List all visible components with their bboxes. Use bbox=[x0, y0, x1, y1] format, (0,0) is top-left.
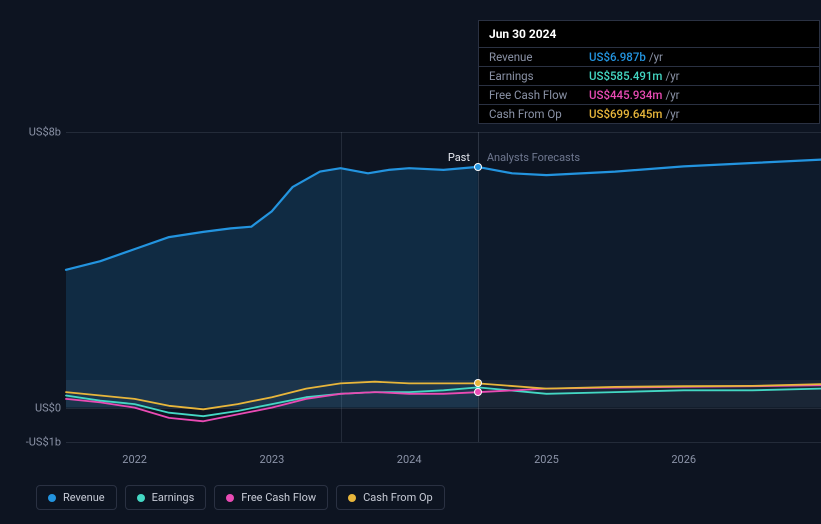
tooltip-metric-value: US$6.987b bbox=[589, 49, 646, 65]
gridline bbox=[66, 442, 821, 443]
tooltip-metric-label: Revenue bbox=[489, 49, 589, 65]
legend-swatch bbox=[226, 494, 234, 502]
legend-item-free-cash-flow[interactable]: Free Cash Flow bbox=[214, 485, 328, 510]
hover-marker-revenue bbox=[474, 163, 482, 171]
tooltip-metric-label: Earnings bbox=[489, 68, 589, 84]
tooltip-metric-unit: /yr bbox=[665, 106, 679, 122]
x-axis-label: 2026 bbox=[671, 453, 696, 466]
x-axis-label: 2024 bbox=[397, 453, 422, 466]
y-axis-label: -US$1b bbox=[26, 436, 61, 449]
tooltip-row: EarningsUS$585.491m/yr bbox=[479, 67, 819, 86]
legend-label: Earnings bbox=[152, 491, 195, 504]
tooltip-row: Cash From OpUS$699.645m/yr bbox=[479, 105, 819, 123]
chart-lines bbox=[66, 132, 821, 442]
legend-swatch bbox=[348, 494, 356, 502]
legend-swatch bbox=[137, 494, 145, 502]
chart-legend: Revenue Earnings Free Cash Flow Cash From O… bbox=[36, 485, 445, 510]
hover-tooltip: Jun 30 2024 RevenueUS$6.987b/yrEarningsU… bbox=[478, 20, 820, 124]
tooltip-metric-label: Free Cash Flow bbox=[489, 87, 589, 103]
tooltip-date: Jun 30 2024 bbox=[479, 21, 819, 48]
tooltip-metric-value: US$585.491m bbox=[589, 68, 662, 84]
tooltip-metric-value: US$699.645m bbox=[589, 106, 662, 122]
tooltip-metric-unit: /yr bbox=[665, 87, 679, 103]
legend-item-cash-from-op[interactable]: Cash From Op bbox=[336, 485, 445, 510]
legend-label: Cash From Op bbox=[363, 491, 433, 504]
legend-item-earnings[interactable]: Earnings bbox=[125, 485, 207, 510]
x-axis-label: 2025 bbox=[534, 453, 559, 466]
tooltip-metric-label: Cash From Op bbox=[489, 106, 589, 122]
legend-label: Free Cash Flow bbox=[241, 491, 316, 504]
tooltip-row: Free Cash FlowUS$445.934m/yr bbox=[479, 86, 819, 105]
tooltip-metric-unit: /yr bbox=[649, 49, 663, 65]
financials-chart: US$8bUS$0-US$1b 20222023202420252026 Pas… bbox=[18, 0, 821, 524]
tooltip-metric-value: US$445.934m bbox=[589, 87, 662, 103]
hover-marker-cfo bbox=[474, 379, 482, 387]
tooltip-metric-unit: /yr bbox=[665, 68, 679, 84]
y-axis-label: US$0 bbox=[35, 401, 61, 414]
x-axis-label: 2023 bbox=[260, 453, 285, 466]
x-axis-label: 2022 bbox=[122, 453, 147, 466]
revenue-area bbox=[66, 167, 478, 408]
tooltip-row: RevenueUS$6.987b/yr bbox=[479, 48, 819, 67]
revenue-area bbox=[478, 160, 821, 408]
legend-item-revenue[interactable]: Revenue bbox=[36, 485, 117, 510]
legend-swatch bbox=[48, 494, 56, 502]
legend-label: Revenue bbox=[63, 491, 105, 504]
hover-marker-fcf bbox=[474, 388, 482, 396]
y-axis-label: US$8b bbox=[29, 126, 61, 139]
